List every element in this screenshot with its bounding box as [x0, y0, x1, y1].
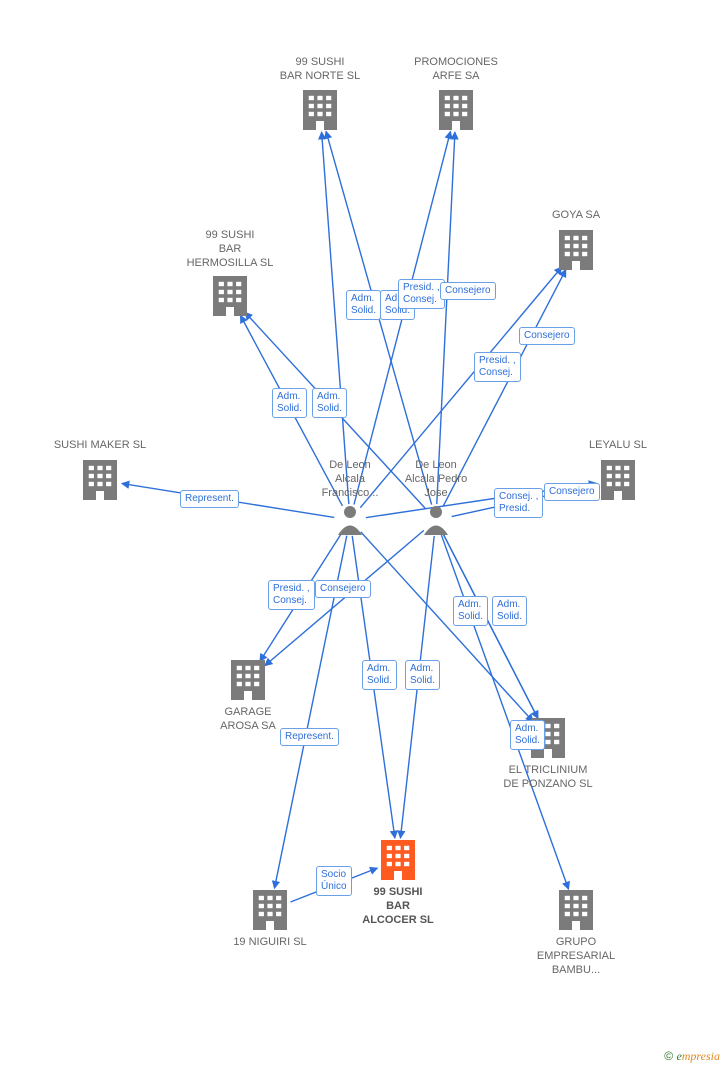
building-icon[interactable]: [439, 90, 473, 130]
edge-label: Consejero: [440, 282, 496, 300]
node-label: De Leon Alcala Pedro Jose: [366, 459, 506, 500]
building-icon[interactable]: [231, 660, 265, 700]
edge-label: Consejero: [519, 327, 575, 345]
node-label: GOYA SA: [506, 209, 646, 223]
edge-label: Adm. Solid.: [346, 290, 381, 320]
building-icon[interactable]: [253, 890, 287, 930]
edge: [437, 132, 455, 504]
building-icon[interactable]: [559, 230, 593, 270]
edge-label: Presid. , Consej.: [474, 352, 521, 382]
building-icon[interactable]: [303, 90, 337, 130]
edge-label: Adm. Solid.: [510, 720, 545, 750]
node-label: 99 SUSHI BAR NORTE SL: [250, 56, 390, 84]
edge: [322, 132, 349, 504]
edge-label: Presid. , Consej.: [398, 279, 445, 309]
brand-logo: empresia: [676, 1049, 720, 1063]
building-icon[interactable]: [381, 840, 415, 880]
node-label: PROMOCIONES ARFE SA: [386, 56, 526, 84]
node-label: GRUPO EMPRESARIAL BAMBU...: [506, 936, 646, 977]
edge-label: Adm. Solid.: [405, 660, 440, 690]
node-label: SUSHI MAKER SL: [30, 439, 170, 453]
node-label: 19 NIGUIRI SL: [200, 936, 340, 950]
edge: [443, 534, 538, 718]
edge: [441, 535, 568, 889]
node-label: EL TRICLINIUM DE PONZANO SL: [478, 764, 618, 792]
edge-label: Adm. Solid.: [362, 660, 397, 690]
node-label: 99 SUSHI BAR HERMOSILLA SL: [160, 229, 300, 270]
node-label: 99 SUSHI BAR ALCOCER SL: [328, 886, 468, 927]
edge-label: Adm. Solid.: [492, 596, 527, 626]
edge-label: Adm. Solid.: [272, 388, 307, 418]
person-icon[interactable]: [338, 506, 362, 535]
building-icon[interactable]: [601, 460, 635, 500]
edge-label: Presid. , Consej.: [268, 580, 315, 610]
edge: [361, 532, 533, 722]
edge-label: Adm. Solid.: [453, 596, 488, 626]
edge-label: Adm. Solid.: [312, 388, 347, 418]
watermark: © empresia: [664, 1049, 720, 1064]
edge-label: Consejero: [315, 580, 371, 598]
building-icon[interactable]: [559, 890, 593, 930]
building-icon[interactable]: [213, 276, 247, 316]
node-label: GARAGE AROSA SA: [178, 706, 318, 734]
node-label: LEYALU SL: [548, 439, 688, 453]
building-icon[interactable]: [83, 460, 117, 500]
person-icon[interactable]: [424, 506, 448, 535]
edge-label: Represent.: [180, 490, 239, 508]
edge-label: Consejero: [544, 483, 600, 501]
copyright-symbol: ©: [664, 1049, 673, 1063]
